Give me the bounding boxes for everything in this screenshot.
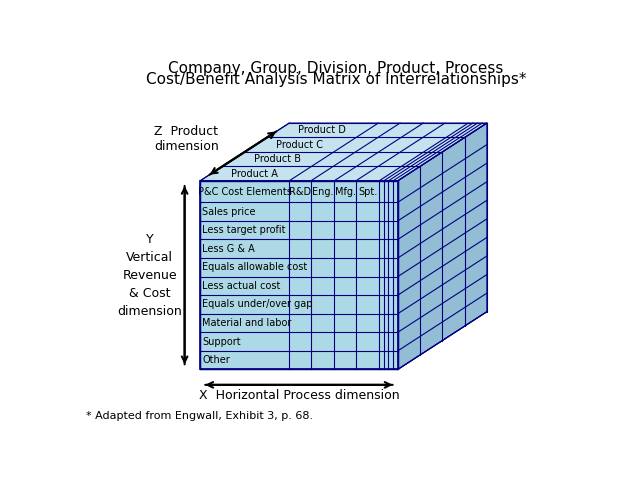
Text: Y
Vertical
Revenue
& Cost
dimension: Y Vertical Revenue & Cost dimension	[117, 233, 182, 318]
Bar	[200, 181, 397, 370]
Text: R&D: R&D	[289, 187, 311, 197]
Text: Z  Product
dimension: Z Product dimension	[154, 125, 218, 153]
Bar	[200, 181, 397, 370]
Text: Less G & A: Less G & A	[202, 244, 255, 254]
Text: Mfg.: Mfg.	[335, 187, 356, 197]
Text: Less actual cost: Less actual cost	[202, 281, 281, 291]
Text: * Adapted from Engwall, Exhibit 3, p. 68.: * Adapted from Engwall, Exhibit 3, p. 68…	[86, 411, 314, 421]
Text: Company, Group, Division, Product, Process: Company, Group, Division, Product, Proce…	[168, 61, 504, 76]
Text: Material and labor: Material and labor	[202, 318, 292, 328]
Text: Product C: Product C	[276, 140, 323, 150]
Text: Cost/Benefit Analysis Matrix of Interrelationships*: Cost/Benefit Analysis Matrix of Interrel…	[145, 72, 526, 87]
Text: Product B: Product B	[253, 154, 301, 164]
Text: Sales price: Sales price	[202, 207, 256, 216]
Polygon shape	[397, 123, 487, 370]
Text: Less target profit: Less target profit	[202, 225, 286, 235]
Text: Product D: Product D	[298, 125, 346, 135]
Text: Equals under/over gap: Equals under/over gap	[202, 300, 313, 310]
Text: X  Horizontal Process dimension: X Horizontal Process dimension	[198, 389, 399, 402]
Text: Product A: Product A	[231, 168, 278, 179]
Polygon shape	[200, 123, 487, 181]
Text: Spt.: Spt.	[358, 187, 377, 197]
Text: P&C Cost Elements: P&C Cost Elements	[198, 187, 292, 197]
Text: Other: Other	[202, 355, 230, 365]
Text: Equals allowable cost: Equals allowable cost	[202, 263, 308, 272]
Text: Eng.: Eng.	[312, 187, 333, 197]
Text: Support: Support	[202, 336, 241, 347]
